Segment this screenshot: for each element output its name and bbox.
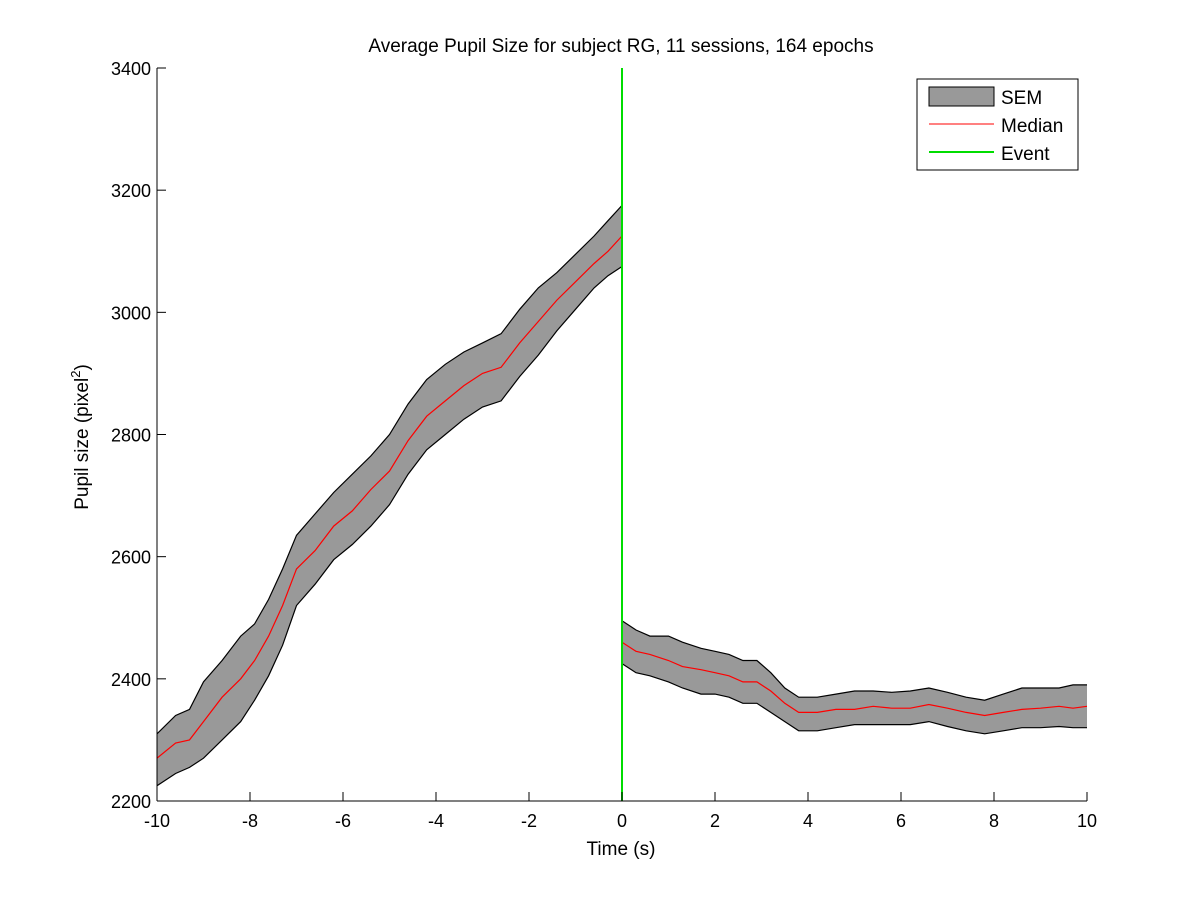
axes: -10 -8 -6 -4 -2 0 2 4 6 8 10 2200 2400 2600 2800 3000 32… [111,59,1097,831]
x-axis-label: Time (s) [587,839,656,860]
x-tick-label: 2 [710,811,720,831]
x-tick-label: 6 [896,811,906,831]
sem-band-1 [157,205,622,786]
y-tick-label: 2200 [111,792,151,812]
y-axis-label-main: Pupil size (pixel [72,378,93,510]
x-tick-label: 4 [803,811,813,831]
sem-upper-edge-2 [621,620,1087,701]
sem-band-2 [622,620,1087,734]
legend-sem-swatch [928,86,995,107]
x-tick-label: 0 [617,811,627,831]
legend-sem-label: SEM [1001,88,1042,109]
y-tick-label: 3000 [111,303,151,323]
x-tick-label: -10 [144,811,170,831]
y-axis-label-superscript: 2 [68,371,83,378]
y-tick-label: 2800 [111,426,151,446]
x-tick-label: 10 [1077,811,1097,831]
x-tick-label: -6 [335,811,351,831]
y-tick-label: 2600 [111,548,151,568]
sem-lower-edge-2 [621,663,1087,735]
x-tick-label: -8 [242,811,258,831]
plot-data-layer [157,68,1087,801]
y-axis-label: Pupil size (pixel2) [68,364,93,510]
x-tick-label: -4 [428,811,444,831]
chart-title: Average Pupil Size for subject RG, 11 se… [368,36,873,57]
median-line-1 [157,235,623,759]
x-tick-label: 8 [989,811,999,831]
y-tick-label: 3400 [111,59,151,79]
y-tick-label: 2400 [111,670,151,690]
sem-upper-edge-1 [157,204,623,735]
x-tick-label: -2 [521,811,537,831]
legend-median-label: Median [1001,116,1063,137]
y-axis-label-close: ) [72,364,93,370]
median-line-2 [621,641,1087,717]
y-tick-label: 3200 [111,181,151,201]
legend: SEM Median Event [916,78,1079,171]
sem-lower-edge-1 [157,265,623,787]
legend-event-label: Event [1001,144,1050,165]
